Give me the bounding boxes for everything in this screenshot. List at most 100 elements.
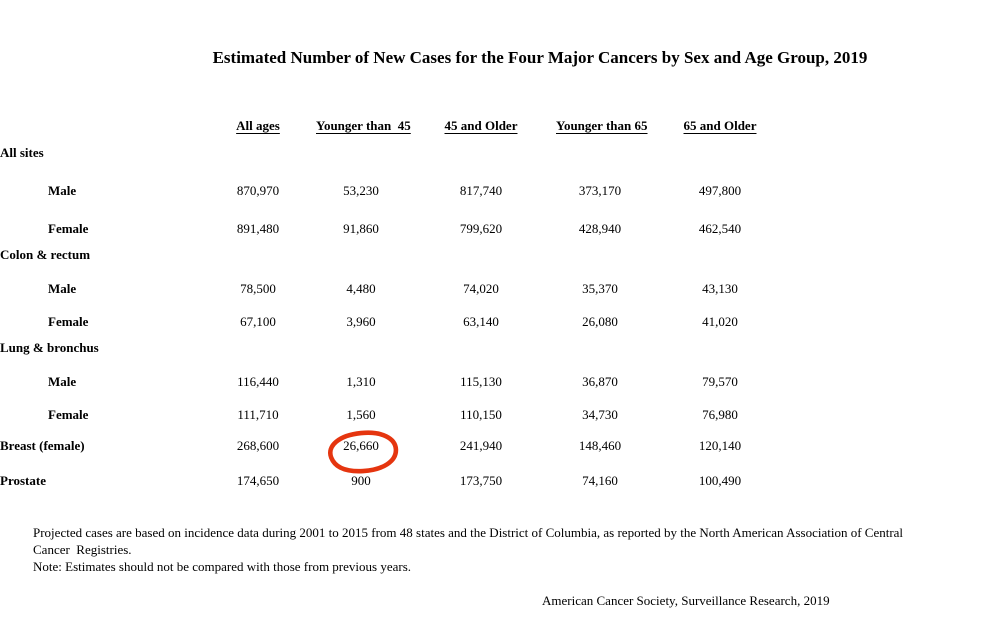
empty-cell [200,340,316,374]
cancer-cases-table: All ages Younger than 45 45 and Older Young… [0,118,1008,493]
cell-value: 41,020 [702,314,738,329]
cell-value: 373,170 [578,183,622,198]
table-header: All ages Younger than 45 45 and Older Young… [0,118,1008,145]
row-label: Male [48,281,77,296]
data-row: Breast (female) 268,600 26,660 241,940 148,4… [0,430,1008,474]
row-label: Prostate [0,473,46,488]
row-label: Colon & rectum [0,247,91,262]
table-corner-cell [0,118,200,145]
cell-value: 817,740 [459,183,503,198]
footnote-line: Cancer Registries. [33,542,132,557]
empty-cell [200,247,316,281]
filler-cell [796,407,1008,438]
empty-cell [316,340,406,374]
column-header: All ages [236,118,280,133]
filler-cell [796,183,1008,221]
empty-cell [316,247,406,281]
data-row: Female 111,710 1,560 110,150 34,730 76,980 [0,407,1008,438]
empty-cell [406,145,556,183]
cell-value: 462,540 [698,221,742,236]
empty-cell [644,145,796,183]
header-row: All ages Younger than 45 45 and Older Young… [0,118,1008,145]
data-row: Male 116,440 1,310 115,130 36,870 79,570 [0,374,1008,407]
cell-value: 115,130 [460,374,502,389]
cell-value: 100,490 [698,473,742,488]
column-header: Younger than 45 [316,118,411,133]
cell-value: 173,750 [459,473,503,488]
section-row: Lung & bronchus [0,340,1008,374]
cell-value: 497,800 [698,183,742,198]
cell-value: 76,980 [702,407,738,422]
filler-cell [796,221,1008,247]
cell-value: 35,370 [582,281,618,296]
cell-value: 3,960 [346,314,376,329]
row-label: Male [48,374,77,389]
filler-cell [796,374,1008,407]
filler-cell [796,247,1008,281]
empty-cell [556,247,644,281]
cell-value: 428,940 [578,221,622,236]
empty-cell [316,145,406,183]
filler-cell [796,118,1008,145]
row-label: Female [48,221,89,236]
cell-value: 268,600 [236,438,280,453]
cell-value: 900 [351,473,371,488]
cell-value: 79,570 [702,374,738,389]
cell-value: 91,860 [343,221,379,236]
column-header: 65 and Older [683,118,757,133]
cell-value: 120,140 [698,438,742,453]
cell-value: 36,870 [582,374,618,389]
cell-value: 870,970 [236,183,280,198]
empty-cell [644,340,796,374]
cell-value: 34,730 [582,407,618,422]
cell-value: 174,650 [236,473,280,488]
cell-value: 74,020 [463,281,499,296]
filler-cell [796,340,1008,374]
data-row: Male 870,970 53,230 817,740 373,170 497,800 [0,183,1008,221]
page-title: Estimated Number of New Cases for the Fo… [212,48,868,67]
cell-value: 241,940 [459,438,503,453]
cell-value: 26,080 [582,314,618,329]
data-row: Female 67,100 3,960 63,140 26,080 41,020 [0,314,1008,340]
row-label: Female [48,407,89,422]
row-label: Lung & bronchus [0,340,99,355]
cancer-table-body: All sites Male 870,970 53,230 817,740 373,170… [0,145,1008,493]
cell-value: 891,480 [236,221,280,236]
cell-value: 26,660 [316,430,406,474]
cell-value: 74,160 [582,473,618,488]
empty-cell [556,340,644,374]
cell-value: 53,230 [343,183,379,198]
cell-value: 111,710 [237,407,279,422]
cell-value: 43,130 [702,281,738,296]
section-row: Colon & rectum [0,247,1008,281]
cell-value: 4,480 [346,281,376,296]
column-header: 45 and Older [444,118,518,133]
cell-value: 116,440 [237,374,279,389]
empty-cell [406,340,556,374]
cell-value: 67,100 [240,314,276,329]
empty-cell [406,247,556,281]
footnotes: Projected cases are based on incidence d… [33,524,983,575]
footnote-line: Projected cases are based on incidence d… [33,525,904,540]
filler-cell [796,438,1008,473]
filler-cell [796,145,1008,183]
section-row: All sites [0,145,1008,183]
cell-value: 148,460 [578,438,622,453]
footnote-line: Note: Estimates should not be compared w… [33,559,412,574]
cell-value: 799,620 [459,221,503,236]
row-label: Male [48,183,77,198]
cell-value: 110,150 [460,407,502,422]
row-label: All sites [0,145,44,160]
data-row: Female 891,480 91,860 799,620 428,940 462,540 [0,221,1008,247]
empty-cell [556,145,644,183]
column-header: Younger than 65 [556,118,648,133]
data-row: Prostate 174,650 900 173,750 74,160 100,490 [0,473,1008,493]
source-attribution: American Cancer Society, Surveillance Re… [542,593,830,608]
empty-cell [200,145,316,183]
empty-cell [644,247,796,281]
row-label: Female [48,314,89,329]
row-label: Breast (female) [0,438,85,453]
data-row: Male 78,500 4,480 74,020 35,370 43,130 [0,281,1008,314]
filler-cell [796,473,1008,493]
